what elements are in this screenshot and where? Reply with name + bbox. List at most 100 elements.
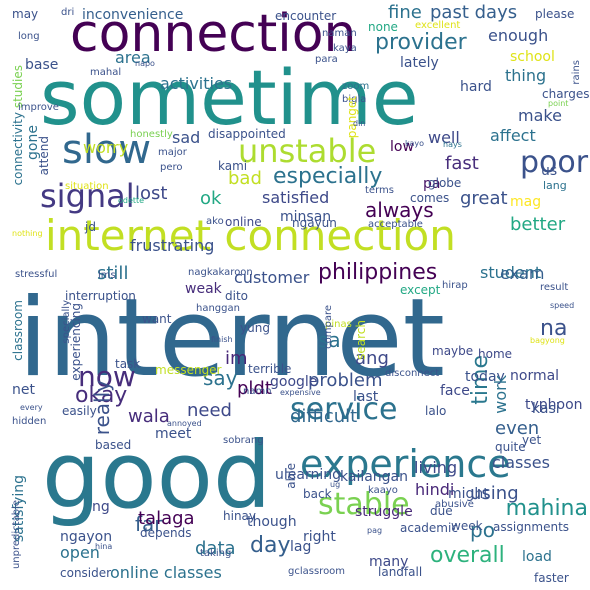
word-hindi: hindi: [415, 480, 455, 499]
word-still: still: [97, 263, 129, 284]
word-annoyed: annoyed: [167, 419, 202, 428]
word-point: point: [548, 99, 569, 108]
word-sad: sad: [172, 128, 201, 147]
word-make: make: [518, 106, 562, 125]
word-philippines: philippines: [318, 260, 438, 285]
word-want: want: [142, 312, 172, 326]
word-work: work: [491, 375, 510, 414]
word-jd: jd: [85, 220, 96, 234]
word-long: long: [18, 31, 40, 42]
word-based: based: [95, 438, 132, 452]
word-unstable: unstable: [238, 132, 377, 170]
word-napo: napo: [135, 59, 155, 68]
word-poor: poor: [520, 145, 589, 180]
word-taking: taking: [200, 548, 232, 559]
word-data: data: [195, 538, 236, 559]
word-weak: weak: [185, 281, 222, 297]
word-dri: dri: [61, 7, 75, 18]
word-faster: faster: [534, 571, 569, 585]
word-zoom: zoom: [342, 81, 370, 92]
word-online: online: [225, 215, 262, 229]
word-hanggan: hanggan: [196, 303, 240, 314]
word-bad: bad: [228, 168, 262, 189]
word-mahina: mahina: [505, 496, 588, 521]
word-gclassroom: gclassroom: [288, 566, 346, 577]
word-ok: ok: [200, 188, 222, 209]
word-load: load: [522, 549, 552, 565]
word-namn: namn: [243, 386, 272, 397]
word-nothing: nothing: [12, 229, 43, 238]
word-difficult: difficult: [290, 406, 358, 427]
word-na: na: [540, 316, 568, 341]
word-terms: terms: [365, 185, 394, 196]
word-now: now: [78, 360, 136, 393]
word-living: living: [414, 458, 458, 477]
word-week: week: [451, 519, 483, 533]
word-might: might: [448, 486, 489, 502]
word-kaya: kaya: [333, 43, 357, 54]
word-disappointed: disappointed: [208, 127, 286, 141]
word-im: im: [225, 348, 248, 369]
word-stable: stable: [318, 487, 410, 522]
word-enough: enough: [488, 26, 549, 45]
word-expensive: expensive: [280, 388, 321, 397]
word-rains: rains: [571, 60, 582, 85]
word-hard: hard: [460, 79, 492, 95]
word-lalo: lalo: [425, 404, 447, 418]
word-inconvenience: inconvenience: [82, 7, 184, 23]
word-major: major: [158, 147, 187, 158]
word-speed: speed: [550, 301, 575, 310]
word-google: google: [270, 374, 318, 390]
word-acceptable: acceptable: [368, 219, 423, 230]
word-area: area: [115, 48, 151, 67]
word-bigla: bigla: [342, 94, 367, 105]
word-net: net: [12, 382, 35, 398]
word-pa: pa: [423, 176, 441, 192]
word-pinas: pinas: [325, 319, 352, 330]
word-meet: meet: [155, 426, 192, 442]
word-honestly: honestly: [130, 129, 173, 140]
word-frustrating: frustrating: [130, 236, 215, 255]
word-please: please: [535, 7, 575, 21]
word-pero: pero: [160, 162, 183, 173]
word-today: today: [465, 369, 505, 385]
word-many: many: [369, 554, 409, 570]
word-okay: okay: [75, 383, 128, 408]
word-task: task: [115, 357, 141, 371]
word-kailangan: kailangan: [340, 469, 409, 485]
word-consider: consider: [60, 566, 112, 580]
word-using: using: [470, 483, 519, 504]
word-disconnect: disconnect: [385, 368, 440, 379]
word-minsan: minsan: [280, 209, 332, 225]
word-odette: odette: [118, 196, 145, 205]
word-due: due: [430, 504, 453, 518]
word-lost: lost: [135, 183, 168, 204]
word-normal: normal: [510, 368, 560, 384]
word-back: back: [303, 487, 332, 501]
word-kami: kami: [218, 159, 248, 173]
word-nagkakaroon: nagkakaroon: [188, 267, 253, 278]
word-right: right: [303, 529, 336, 545]
word-situation: situation: [65, 181, 109, 192]
word-lag: lag: [290, 539, 312, 555]
word-globe: globe: [428, 176, 462, 190]
word-need: need: [187, 400, 232, 421]
word-bagyong: bagyong: [530, 336, 565, 345]
word-excellent: excellent: [415, 20, 461, 31]
word-experience: experience: [300, 442, 511, 486]
word-wala: wala: [128, 406, 170, 427]
word-typhoon: typhoon: [525, 397, 583, 413]
word-lately: lately: [400, 55, 439, 71]
word-ng: ng: [92, 499, 110, 515]
word-low: low: [390, 139, 414, 155]
word-terrible: terrible: [248, 362, 292, 376]
word-school: school: [510, 49, 555, 65]
word-internet: internet: [18, 276, 445, 401]
word-hina: hina: [95, 542, 113, 551]
word-unpredictable: unpredictable: [11, 500, 22, 570]
word-para: para: [315, 54, 338, 65]
word-last: last: [353, 389, 379, 405]
word-overall: overall: [430, 543, 505, 568]
word-interruption: interruption: [65, 289, 136, 303]
